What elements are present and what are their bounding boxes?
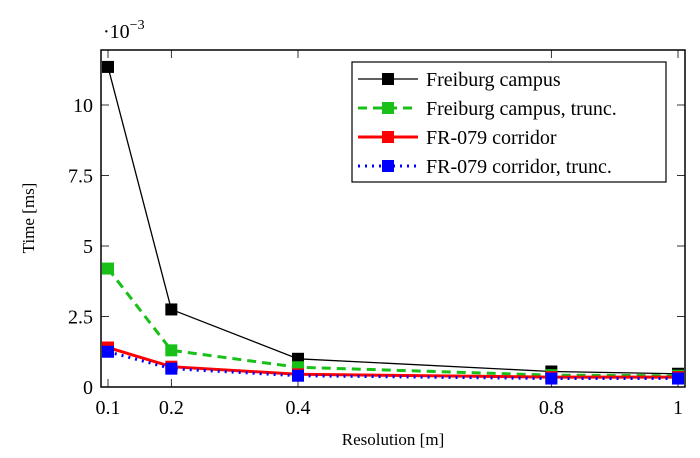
legend-marker (382, 102, 394, 114)
data-point (102, 60, 114, 73)
legend-marker (382, 160, 394, 172)
data-point (165, 303, 178, 316)
plot-frame (100, 49, 686, 388)
data-point (672, 372, 684, 385)
x-tick-label: 0.8 (539, 397, 564, 419)
x-tick-label: 1 (673, 397, 683, 419)
legend: Freiburg campus Freiburg campus, trunc. FR… (351, 61, 667, 183)
series-line (106, 267, 679, 378)
legend-label: FR-079 corridor (426, 127, 557, 149)
x-tick-label: 0.1 (96, 397, 121, 419)
y-tick-label: 0 (83, 377, 93, 399)
y-axis-label: Time [ms] (19, 183, 38, 254)
legend-label: Freiburg campus, trunc. (426, 98, 617, 120)
series-line (107, 350, 678, 381)
y-tick-label: 7.5 (68, 165, 93, 187)
legend-label: Freiburg campus (426, 69, 561, 91)
legend-marker (382, 131, 394, 143)
data-point (165, 344, 178, 357)
legend-marker (382, 73, 394, 85)
legend-label: FR-079 corridor, trunc. (426, 156, 612, 178)
data-point (102, 345, 114, 358)
data-point (292, 369, 304, 382)
y-tick-label: 10 (73, 95, 93, 117)
y-tick-label: 5 (83, 236, 93, 258)
data-point (165, 362, 178, 375)
data-point (545, 372, 558, 385)
y-scale-label: ·10−3 (103, 18, 145, 43)
series-3 (102, 345, 684, 385)
x-axis-label: Resolution [m] (342, 430, 444, 449)
x-tick-label: 0.4 (286, 397, 311, 419)
x-tick-label: 0.2 (159, 397, 184, 419)
y-tick-label: 2.5 (68, 306, 93, 328)
data-point (102, 262, 114, 275)
